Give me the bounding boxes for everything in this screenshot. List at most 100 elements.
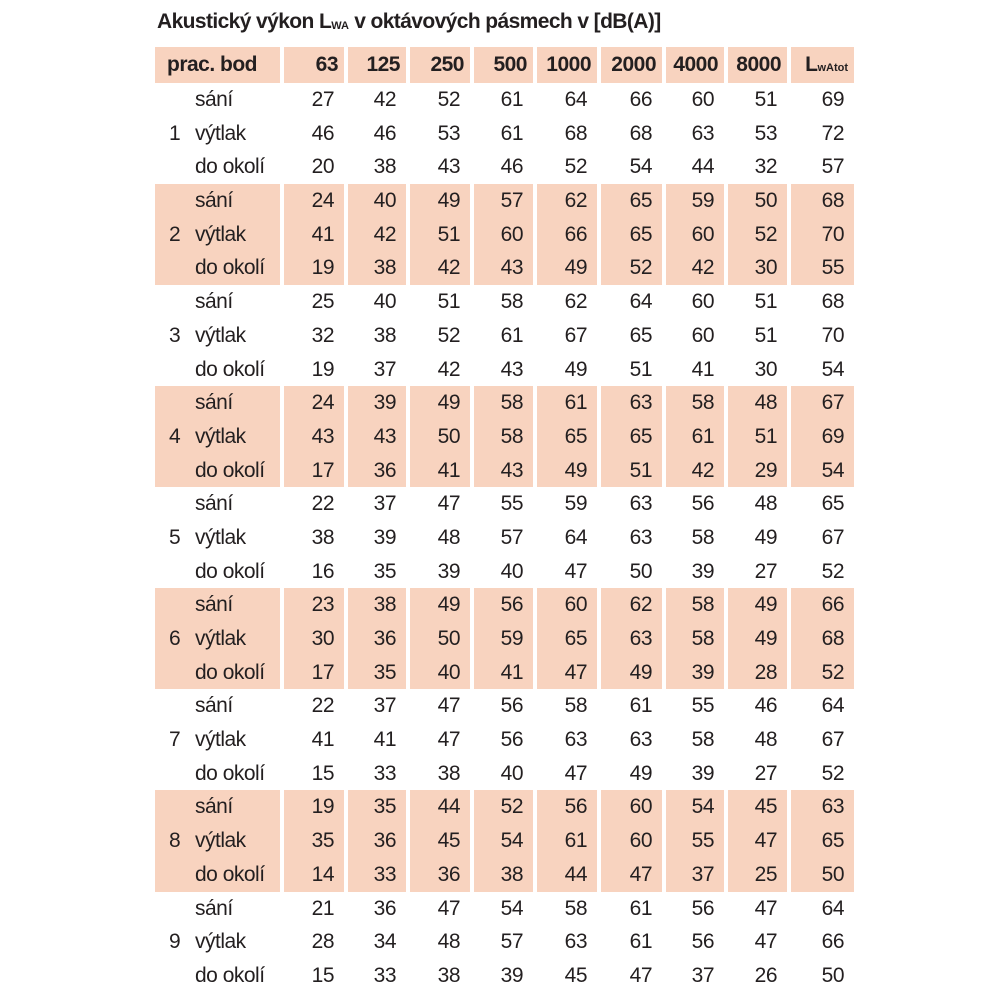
table-cell: 41 xyxy=(373,728,397,752)
table-cell: 38 xyxy=(437,963,461,987)
table-cell: 54 xyxy=(791,453,854,488)
table-cell: 60 xyxy=(666,217,724,252)
table-cell: 56 xyxy=(500,728,524,752)
table-cell: 22 xyxy=(311,492,335,516)
table-cell: 61 xyxy=(629,694,653,718)
table-cell: 69 xyxy=(821,88,845,111)
table-cell: 34 xyxy=(373,930,397,954)
table-cell: 55 xyxy=(666,824,724,858)
table-cell: 60 xyxy=(474,217,533,252)
table-cell: 15 xyxy=(311,761,335,785)
row-label: 7 výtlak xyxy=(155,723,280,757)
table-cell: 39 xyxy=(373,525,397,549)
table-cell: 42 xyxy=(437,357,461,381)
table-cell: 67 xyxy=(821,525,845,549)
table-cell: 63 xyxy=(629,492,653,516)
table-cell: 59 xyxy=(564,492,588,516)
table-cell: 67 xyxy=(821,728,845,752)
table-cell: 50 xyxy=(821,963,845,987)
table-cell: 51 xyxy=(754,290,778,314)
table-cell: 58 xyxy=(666,622,724,656)
table-cell: 58 xyxy=(474,386,533,420)
table-cell: 65 xyxy=(537,622,597,656)
table-cell: 47 xyxy=(629,963,653,987)
row-type-label: sání xyxy=(195,896,233,920)
row-type-label: sání xyxy=(195,391,233,415)
table-cell: 51 xyxy=(629,357,653,381)
row-label: do okolí xyxy=(155,655,280,690)
table-cell: 46 xyxy=(373,121,397,145)
row-type-label: do okolí xyxy=(195,559,265,583)
table-cell: 51 xyxy=(728,419,787,454)
table-cell: 36 xyxy=(410,857,470,892)
header-8000: 8000 xyxy=(728,47,787,83)
table-cell: 68 xyxy=(791,184,854,218)
table-cell: 66 xyxy=(537,217,597,252)
table-cell: 39 xyxy=(500,963,524,987)
table-cell: 41 xyxy=(474,655,533,690)
table-cell: 61 xyxy=(537,386,597,420)
table-cell: 51 xyxy=(437,290,461,314)
table-cell: 49 xyxy=(629,761,653,785)
header-125: 125 xyxy=(348,47,406,83)
row-type-label: do okolí xyxy=(195,256,265,280)
table-cell: 52 xyxy=(437,323,461,347)
acoustic-power-table: prac. bod 63 125 250 500 1000 2000 4000 … xyxy=(155,47,854,993)
row-label: do okolí xyxy=(155,959,280,993)
row-label: 8 výtlak xyxy=(155,824,280,858)
table-cell: 57 xyxy=(821,155,845,179)
table-cell: 54 xyxy=(500,896,524,920)
table-cell: 60 xyxy=(537,588,597,622)
table-cell: 56 xyxy=(691,492,715,516)
table-cell: 63 xyxy=(629,728,653,752)
table-cell: 47 xyxy=(437,492,461,516)
table-cell: 24 xyxy=(284,184,344,218)
table-cell: 47 xyxy=(564,559,588,583)
table-cell: 53 xyxy=(437,121,461,145)
table-cell: 51 xyxy=(410,217,470,252)
table-cell: 40 xyxy=(500,761,524,785)
work-point-number: 9 xyxy=(169,930,181,954)
row-type-label: sání xyxy=(195,189,233,213)
table-cell: 43 xyxy=(500,357,524,381)
row-type-label: výtlak xyxy=(195,121,246,145)
table-cell: 63 xyxy=(791,790,854,825)
table-cell: 58 xyxy=(691,728,715,752)
table-cell: 65 xyxy=(821,492,845,516)
table-cell: 50 xyxy=(629,559,653,583)
table-cell: 42 xyxy=(666,251,724,286)
row-type-label: sání xyxy=(195,593,233,617)
table-cell: 24 xyxy=(284,386,344,420)
row-label: 4 výtlak xyxy=(155,419,280,454)
table-cell: 38 xyxy=(311,525,335,549)
row-type-label: do okolí xyxy=(195,862,265,886)
table-cell: 21 xyxy=(311,896,335,920)
table-cell: 55 xyxy=(500,492,524,516)
table-cell: 17 xyxy=(284,655,344,690)
header-2000: 2000 xyxy=(601,47,662,83)
table-cell: 49 xyxy=(728,588,787,622)
table-cell: 67 xyxy=(791,386,854,420)
table-cell: 19 xyxy=(311,357,335,381)
table-cell: 59 xyxy=(474,622,533,656)
row-label: 6 výtlak xyxy=(155,622,280,656)
table-cell: 63 xyxy=(629,525,653,549)
table-cell: 68 xyxy=(821,290,845,314)
table-cell: 47 xyxy=(437,694,461,718)
work-point-number: 5 xyxy=(169,525,181,549)
table-cell: 58 xyxy=(666,386,724,420)
table-cell: 67 xyxy=(564,323,588,347)
table-cell: 49 xyxy=(537,453,597,488)
table-cell: 62 xyxy=(537,184,597,218)
table-cell: 64 xyxy=(629,290,653,314)
row-label: sání xyxy=(155,487,280,521)
table-cell: 60 xyxy=(601,824,662,858)
table-cell: 45 xyxy=(410,824,470,858)
table-cell: 65 xyxy=(629,323,653,347)
row-label: do okolí xyxy=(155,857,280,892)
row-type-label: do okolí xyxy=(195,963,265,987)
table-cell: 19 xyxy=(284,790,344,825)
table-cell: 38 xyxy=(348,251,406,286)
table-cell: 38 xyxy=(348,588,406,622)
table-cell: 52 xyxy=(821,559,845,583)
